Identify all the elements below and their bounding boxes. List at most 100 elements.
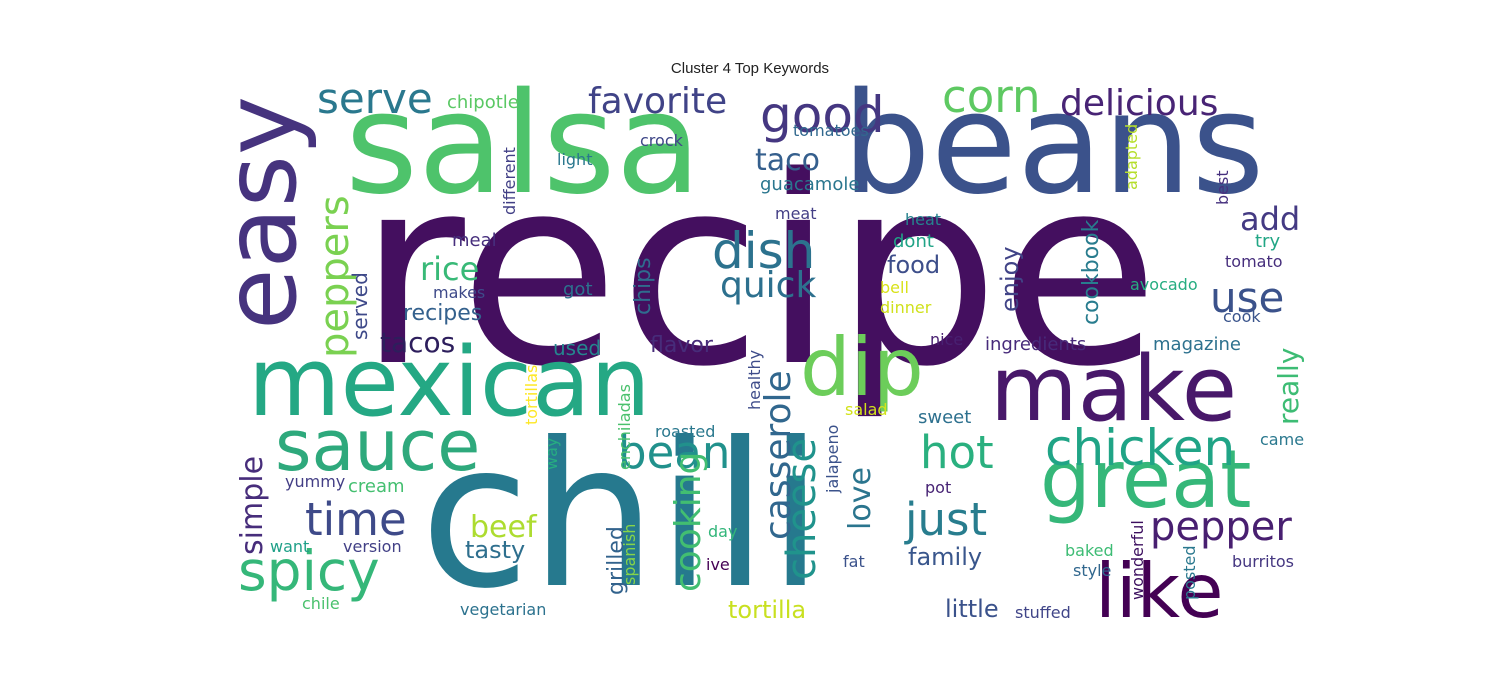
word-magazine: magazine <box>1153 334 1241 355</box>
word-dish: dish <box>712 222 815 280</box>
word-want: want <box>270 537 309 556</box>
word-chili: chili <box>420 400 823 633</box>
word-crock: crock <box>640 131 684 150</box>
word-makes: makes <box>433 283 485 302</box>
word-baked: baked <box>1065 541 1114 560</box>
word-nice: nice <box>930 330 963 349</box>
word-different: different <box>500 147 519 215</box>
word-bell: bell <box>880 278 909 297</box>
word-hot: hot <box>920 426 994 479</box>
word-adapted: adapted <box>1122 124 1141 190</box>
word-style: style <box>1073 561 1111 580</box>
word-time: time <box>305 493 407 546</box>
word-little: little <box>945 595 999 623</box>
word-best: best <box>1213 170 1232 205</box>
word-bean: bean <box>618 426 730 479</box>
word-love: love <box>843 467 878 530</box>
word-easy: easy <box>202 96 319 330</box>
word-heat: heat <box>905 210 941 229</box>
word-avocado: avocado <box>1130 275 1198 294</box>
word-chips: chips <box>631 257 656 315</box>
word-enjoy: enjoy <box>996 246 1024 312</box>
word-wonderful: wonderful <box>1128 520 1147 600</box>
word-day: day <box>708 522 737 541</box>
word-healthy: healthy <box>745 350 764 410</box>
word-mexican: mexican <box>248 328 651 438</box>
word-pot: pot <box>925 478 951 497</box>
word-got: got <box>563 279 593 300</box>
word-use: use <box>1210 273 1284 322</box>
word-serve: serve <box>317 74 433 123</box>
word-tortillas: tortillas <box>522 365 541 425</box>
word-great: great <box>1040 433 1252 526</box>
word-meal: meal <box>452 230 497 251</box>
word-light: light <box>557 150 592 169</box>
word-good: good <box>760 86 885 144</box>
word-taco: taco <box>755 143 820 178</box>
word-delicious: delicious <box>1060 83 1218 124</box>
word-yummy: yummy <box>285 472 345 491</box>
word-pepper: pepper <box>1150 504 1292 550</box>
word-jalapeno: jalapeno <box>823 425 842 494</box>
word-quick: quick <box>720 265 816 306</box>
word-really: really <box>1272 348 1305 425</box>
word-beans: beans <box>842 63 1264 226</box>
word-peppers: peppers <box>312 195 358 358</box>
word-chipotle: chipotle <box>447 92 519 113</box>
word-sweet: sweet <box>918 407 971 428</box>
word-food: food <box>887 251 940 279</box>
word-posted: posted <box>1180 545 1199 600</box>
word-spanish: spanish <box>620 524 639 585</box>
word-try: try <box>1255 231 1280 252</box>
word-flavor: flavor <box>650 333 714 358</box>
word-stuffed: stuffed <box>1015 603 1071 622</box>
word-served: served <box>348 272 372 340</box>
word-came: came <box>1260 430 1304 449</box>
word-tomatoes: tomatoes <box>793 121 869 140</box>
word-dip: dip <box>800 321 924 414</box>
word-version: version <box>343 537 402 556</box>
word-roasted: roasted <box>655 422 715 441</box>
word-grilled: grilled <box>604 526 629 595</box>
word-dont: dont <box>893 231 934 252</box>
chart-title: Cluster 4 Top Keywords <box>670 60 830 77</box>
word-chile: chile <box>302 594 340 613</box>
word-tacos: tacos <box>380 326 455 359</box>
word-salsa: salsa <box>345 63 701 226</box>
word-cheese: cheese <box>779 438 825 580</box>
word-corn: corn <box>942 70 1041 123</box>
word-burritos: burritos <box>1232 552 1294 571</box>
word-used: used <box>553 336 601 360</box>
word-rice: rice <box>420 250 479 288</box>
word-recipe: recipe <box>358 122 1159 424</box>
word-like: like <box>1095 547 1224 635</box>
word-guacamole: guacamole <box>760 174 859 195</box>
word-favorite: favorite <box>588 81 727 122</box>
word-enchiladas: enchiladas <box>615 384 634 470</box>
word-just: just <box>904 493 987 546</box>
word-cookbook: cookbook <box>1079 219 1104 325</box>
word-meat: meat <box>775 204 817 223</box>
word-ive: ive <box>706 555 730 574</box>
word-ingredients: ingredients <box>985 334 1086 355</box>
word-sauce: sauce <box>275 405 480 487</box>
word-cook: cook <box>1223 307 1261 326</box>
word-chicken: chicken <box>1045 419 1235 477</box>
word-cooking: cooking <box>668 452 709 592</box>
word-spicy: spicy <box>238 539 380 603</box>
word-casserole: casserole <box>758 370 799 540</box>
word-tasty: tasty <box>465 536 525 564</box>
word-salad: salad <box>845 400 888 419</box>
word-cream: cream <box>348 476 405 497</box>
word-way: way <box>542 438 561 470</box>
word-family: family <box>908 543 982 571</box>
word-simple: simple <box>235 456 270 555</box>
word-beef: beef <box>470 510 538 545</box>
word-add: add <box>1240 200 1300 238</box>
word-dinner: dinner <box>880 298 932 317</box>
word-fat: fat <box>843 552 865 571</box>
word-tortilla: tortilla <box>728 596 806 624</box>
word-vegetarian: vegetarian <box>460 600 546 619</box>
word-recipes: recipes <box>403 301 482 326</box>
